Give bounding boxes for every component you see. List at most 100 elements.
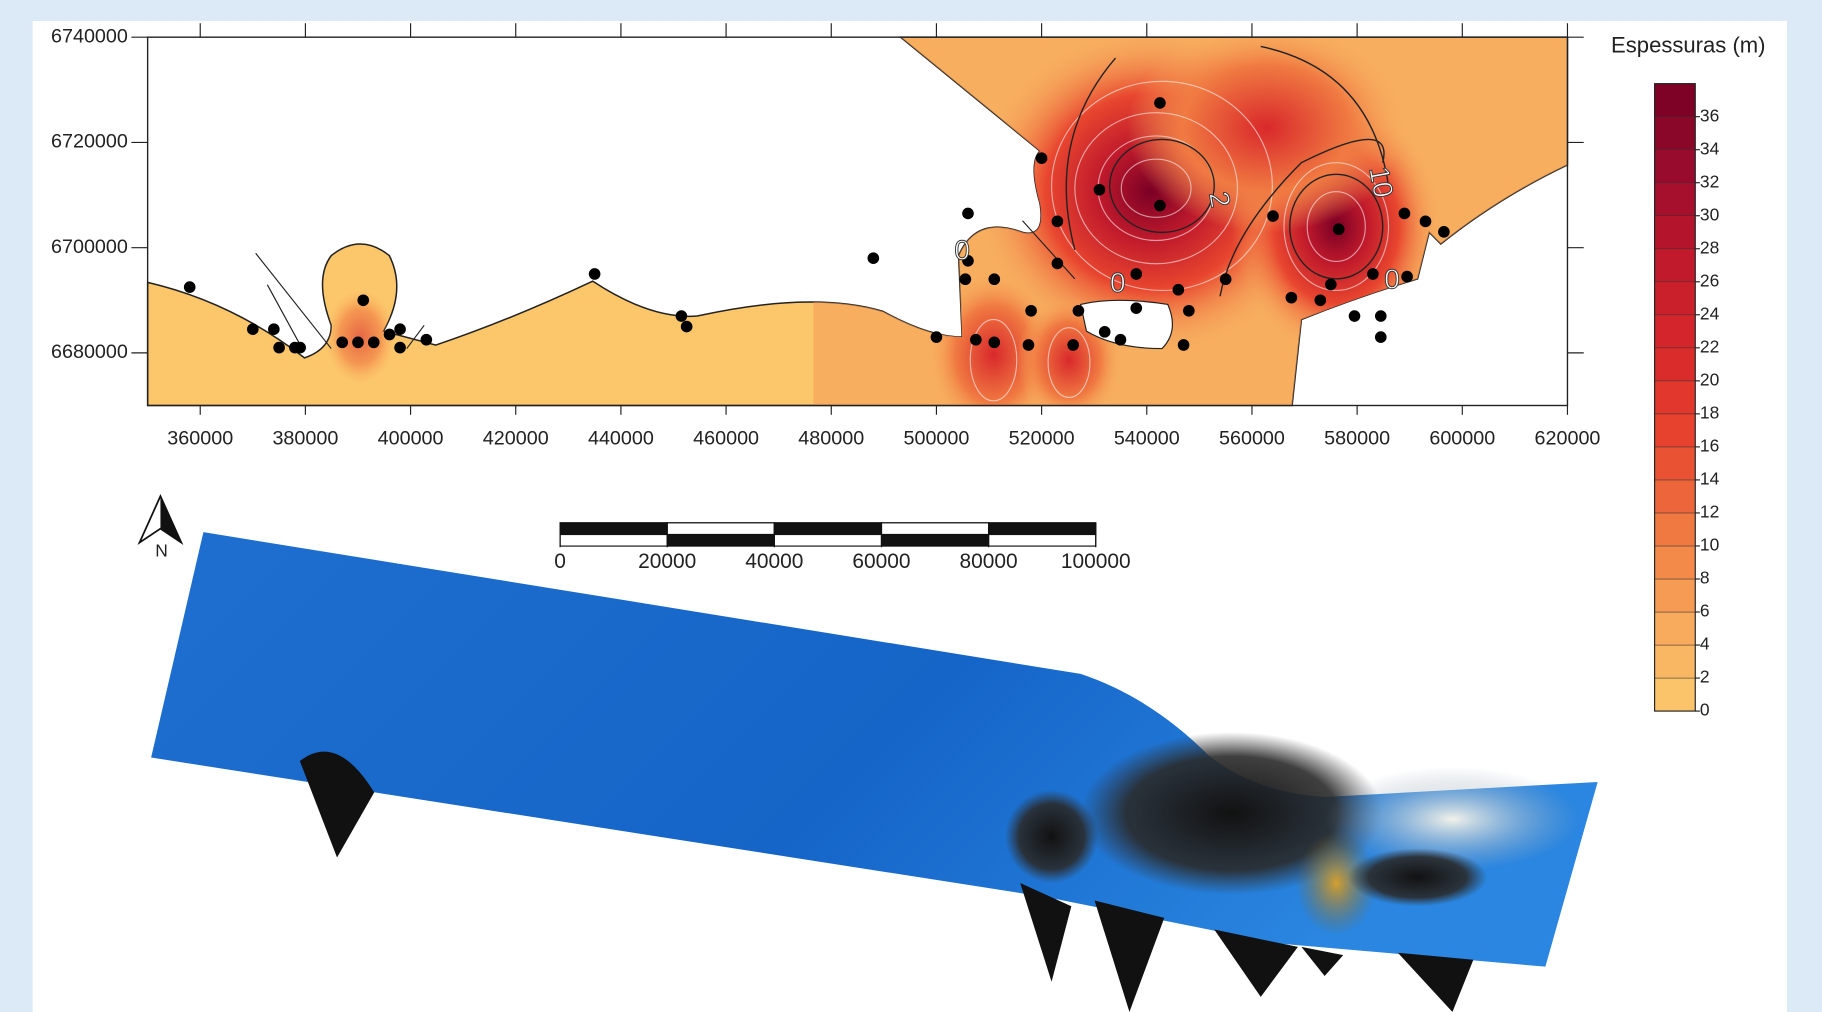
sample-point <box>183 281 196 293</box>
map-frame <box>146 36 1569 407</box>
sample-point <box>1051 257 1064 270</box>
x-tick-label: 440000 <box>588 427 654 449</box>
legend-tick-label: 0 <box>1700 700 1710 720</box>
sample-point <box>1398 207 1411 220</box>
sample-point <box>1325 278 1337 291</box>
x-tick-label: 500000 <box>903 427 969 449</box>
scale-segment <box>773 533 883 547</box>
color-band <box>1654 545 1696 580</box>
legend-tick-label: 30 <box>1700 204 1719 224</box>
color-band <box>1654 149 1696 183</box>
color-band <box>1654 116 1696 150</box>
sample-point <box>420 333 433 346</box>
x-tick-label: 400000 <box>378 427 444 449</box>
contour-label: 2 <box>1203 189 1236 210</box>
legend-tick-label: 22 <box>1700 336 1719 356</box>
x-tick-label: 520000 <box>1009 427 1075 449</box>
contour-label: 0 <box>1384 264 1400 295</box>
color-band <box>1654 611 1696 646</box>
legend-tick-label: 34 <box>1700 138 1720 158</box>
legend-tick-label: 20 <box>1700 369 1719 389</box>
sample-point <box>1035 152 1048 165</box>
sample-point <box>247 323 259 336</box>
sample-point <box>588 268 601 280</box>
scale-segment <box>559 533 668 547</box>
sample-point <box>962 254 974 267</box>
surface-3d <box>151 532 1598 1012</box>
legend-tick-label: 28 <box>1700 237 1719 257</box>
sample-point <box>680 320 693 333</box>
sample-point <box>675 310 688 322</box>
scale-label: 100000 <box>1061 550 1131 573</box>
legend-tick-label: 24 <box>1700 303 1720 323</box>
sample-point <box>352 336 364 349</box>
x-tick-label: 420000 <box>483 427 549 449</box>
sample-point <box>988 336 1001 349</box>
color-band <box>1654 248 1696 283</box>
scale-segment <box>773 522 883 536</box>
color-band <box>1654 512 1696 547</box>
color-band <box>1654 446 1696 481</box>
legend-tick-label: 32 <box>1700 171 1719 191</box>
sample-point <box>1419 215 1432 228</box>
sample-point <box>394 323 406 336</box>
color-band <box>1654 413 1696 448</box>
legend-title: Espessuras (m) <box>1611 32 1765 57</box>
legend-tick-label: 16 <box>1700 436 1719 456</box>
legend-tick-label: 12 <box>1700 502 1719 522</box>
sample-point <box>1332 223 1345 236</box>
scale-segment <box>666 522 775 536</box>
sample-point <box>1183 304 1195 317</box>
sample-point <box>1177 339 1190 351</box>
color-band <box>1654 479 1696 514</box>
sample-point <box>336 336 349 349</box>
legend-tick-label: 14 <box>1700 469 1720 489</box>
color-band <box>1654 677 1696 712</box>
contour-label: 10 <box>1363 164 1399 200</box>
y-tick-label: 6740000 <box>51 25 128 47</box>
sample-point <box>1348 310 1361 322</box>
sample-point <box>1374 331 1387 343</box>
y-tick-label: 6720000 <box>51 131 128 153</box>
sample-point <box>383 328 396 341</box>
x-tick-label: 480000 <box>798 427 864 449</box>
sample-point <box>394 341 406 354</box>
sample-point <box>1314 294 1327 307</box>
scale-label: 80000 <box>960 550 1018 573</box>
sample-point <box>294 341 306 354</box>
color-band <box>1654 578 1696 613</box>
sample-point <box>1172 283 1185 296</box>
sample-point <box>273 341 285 354</box>
color-band <box>1654 215 1696 249</box>
x-tick-label: 460000 <box>693 427 759 449</box>
legend-tick-label: 10 <box>1700 535 1719 555</box>
scale-label: 0 <box>554 550 566 573</box>
sample-point <box>1285 291 1298 304</box>
color-band <box>1654 314 1696 349</box>
y-tick-label: 6700000 <box>51 236 128 258</box>
sample-point <box>1154 199 1166 212</box>
legend-tick-label: 26 <box>1700 270 1719 290</box>
sample-point <box>1114 333 1127 346</box>
sample-point <box>959 273 972 286</box>
sample-point <box>1267 210 1279 222</box>
sample-point <box>1154 97 1166 109</box>
sample-point <box>1025 304 1037 317</box>
sample-point <box>1130 268 1143 280</box>
sample-point <box>1374 310 1387 322</box>
sample-point <box>988 273 1001 286</box>
sample-point <box>1093 183 1106 196</box>
north-arrow <box>137 494 184 546</box>
sample-point <box>1130 302 1143 314</box>
color-band <box>1654 644 1696 679</box>
scale-segment <box>988 522 1097 536</box>
color-band <box>1654 281 1696 316</box>
x-tick-label: 540000 <box>1114 427 1180 449</box>
sample-point <box>1067 339 1079 351</box>
sample-point <box>970 333 982 346</box>
legend-tick-label: 8 <box>1700 568 1710 588</box>
sample-point <box>930 331 943 343</box>
x-tick-label: 620000 <box>1535 427 1601 449</box>
scale-label: 20000 <box>638 550 696 573</box>
legend-tick-label: 2 <box>1700 667 1710 687</box>
